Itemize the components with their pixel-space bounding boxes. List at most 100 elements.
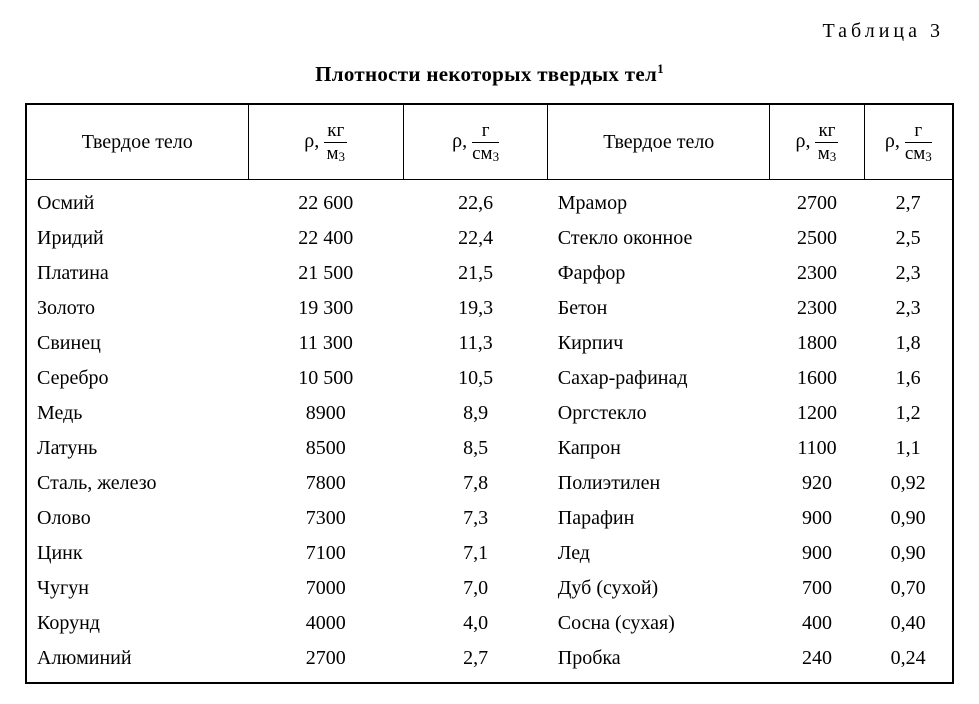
title-text: Плотности некоторых твердых тел [315, 62, 657, 86]
cell-gcm3-right: 0,24 [864, 641, 953, 676]
cell-gcm3-right: 2,3 [864, 256, 953, 291]
cell-kgm3-right: 2300 [770, 291, 864, 326]
table-row: Платина21 50021,5Фарфор23002,3 [26, 256, 953, 291]
cell-name-right: Пробка [548, 641, 770, 676]
cell-kgm3-right: 1100 [770, 431, 864, 466]
col-header-kgm3-right: ρ, кгм3 [770, 104, 864, 180]
cell-gcm3-left: 7,8 [403, 466, 547, 501]
cell-gcm3-left: 8,9 [403, 396, 547, 431]
cell-gcm3-right: 0,40 [864, 606, 953, 641]
col-header-body-left: Твердое тело [26, 104, 248, 180]
cell-name-left: Цинк [26, 536, 248, 571]
cell-kgm3-right: 2700 [770, 186, 864, 221]
unit-cm-exp: 3 [925, 149, 932, 164]
unit-g: г [472, 121, 499, 143]
unit-m: м [326, 143, 338, 164]
cell-name-left: Алюминий [26, 641, 248, 676]
density-table: Твердое тело ρ, кгм3 ρ, гсм3 Твердое тел… [25, 103, 954, 684]
rho-prefix: ρ, [304, 130, 324, 152]
cell-kgm3-left: 7000 [248, 571, 403, 606]
table-title: Плотности некоторых твердых тел1 [25, 61, 954, 87]
rho-prefix: ρ, [795, 130, 815, 152]
cell-name-right: Бетон [548, 291, 770, 326]
cell-kgm3-left: 22 400 [248, 221, 403, 256]
cell-gcm3-left: 22,6 [403, 186, 547, 221]
cell-name-left: Серебро [26, 361, 248, 396]
cell-name-right: Парафин [548, 501, 770, 536]
rho-prefix: ρ, [452, 130, 472, 152]
cell-gcm3-left: 7,0 [403, 571, 547, 606]
cell-gcm3-left: 7,3 [403, 501, 547, 536]
cell-kgm3-right: 920 [770, 466, 864, 501]
cell-name-left: Олово [26, 501, 248, 536]
table-row: Цинк71007,1Лед9000,90 [26, 536, 953, 571]
table-row: Медь89008,9Оргстекло12001,2 [26, 396, 953, 431]
fraction-kgm3: кгм3 [815, 121, 838, 164]
col-header-body-right: Твердое тело [548, 104, 770, 180]
unit-cm: см [905, 143, 925, 164]
cell-kgm3-left: 8900 [248, 396, 403, 431]
cell-name-left: Латунь [26, 431, 248, 466]
col-header-kgm3-left: ρ, кгм3 [248, 104, 403, 180]
table-body: Осмий22 60022,6Мрамор27002,7Иридий22 400… [26, 180, 953, 684]
fraction-gcm3: гсм3 [472, 121, 499, 164]
cell-kgm3-right: 400 [770, 606, 864, 641]
cell-kgm3-left: 21 500 [248, 256, 403, 291]
cell-gcm3-left: 19,3 [403, 291, 547, 326]
cell-gcm3-left: 7,1 [403, 536, 547, 571]
cell-name-right: Капрон [548, 431, 770, 466]
table-row: Золото19 30019,3Бетон23002,3 [26, 291, 953, 326]
cell-gcm3-left: 11,3 [403, 326, 547, 361]
cell-gcm3-right: 1,2 [864, 396, 953, 431]
cell-gcm3-right: 0,92 [864, 466, 953, 501]
unit-m: м [818, 143, 830, 164]
fraction-kgm3: кгм3 [324, 121, 347, 164]
table-row: Чугун70007,0Дуб (сухой)7000,70 [26, 571, 953, 606]
cell-gcm3-right: 1,8 [864, 326, 953, 361]
cell-name-left: Свинец [26, 326, 248, 361]
cell-gcm3-left: 10,5 [403, 361, 547, 396]
cell-gcm3-right: 2,3 [864, 291, 953, 326]
rho-prefix: ρ, [885, 130, 905, 152]
unit-kg: кг [324, 121, 347, 143]
cell-name-right: Дуб (сухой) [548, 571, 770, 606]
table-row: Иридий22 40022,4Стекло оконное25002,5 [26, 221, 953, 256]
cell-kgm3-left: 7100 [248, 536, 403, 571]
cell-kgm3-right: 2500 [770, 221, 864, 256]
cell-name-right: Сахар-рафинад [548, 361, 770, 396]
cell-name-right: Фарфор [548, 256, 770, 291]
cell-kgm3-right: 1800 [770, 326, 864, 361]
cell-kgm3-left: 2700 [248, 641, 403, 676]
cell-name-left: Платина [26, 256, 248, 291]
table-row: Латунь85008,5Капрон11001,1 [26, 431, 953, 466]
cell-gcm3-right: 0,90 [864, 501, 953, 536]
cell-kgm3-right: 240 [770, 641, 864, 676]
cell-kgm3-right: 900 [770, 501, 864, 536]
cell-kgm3-right: 1200 [770, 396, 864, 431]
table-row: Осмий22 60022,6Мрамор27002,7 [26, 186, 953, 221]
table-row: Олово73007,3Парафин9000,90 [26, 501, 953, 536]
cell-name-right: Сосна (сухая) [548, 606, 770, 641]
cell-kgm3-right: 1600 [770, 361, 864, 396]
fraction-gcm3: гсм3 [905, 121, 932, 164]
unit-cm-exp: 3 [493, 149, 500, 164]
cell-name-left: Медь [26, 396, 248, 431]
cell-name-right: Мрамор [548, 186, 770, 221]
col-header-gcm3-right: ρ, гсм3 [864, 104, 953, 180]
cell-kgm3-left: 10 500 [248, 361, 403, 396]
table-row: Серебро10 50010,5Сахар-рафинад16001,6 [26, 361, 953, 396]
header-row: Твердое тело ρ, кгм3 ρ, гсм3 Твердое тел… [26, 104, 953, 180]
cell-name-left: Осмий [26, 186, 248, 221]
cell-kgm3-left: 4000 [248, 606, 403, 641]
cell-kgm3-left: 7800 [248, 466, 403, 501]
cell-kgm3-left: 11 300 [248, 326, 403, 361]
title-footnote-mark: 1 [657, 61, 664, 76]
unit-m-exp: 3 [339, 149, 346, 164]
table-row: Корунд40004,0Сосна (сухая)4000,40 [26, 606, 953, 641]
cell-gcm3-right: 2,5 [864, 221, 953, 256]
cell-gcm3-right: 2,7 [864, 186, 953, 221]
table-number: Таблица 3 [25, 20, 944, 43]
cell-gcm3-right: 0,70 [864, 571, 953, 606]
cell-kgm3-left: 22 600 [248, 186, 403, 221]
cell-name-left: Чугун [26, 571, 248, 606]
